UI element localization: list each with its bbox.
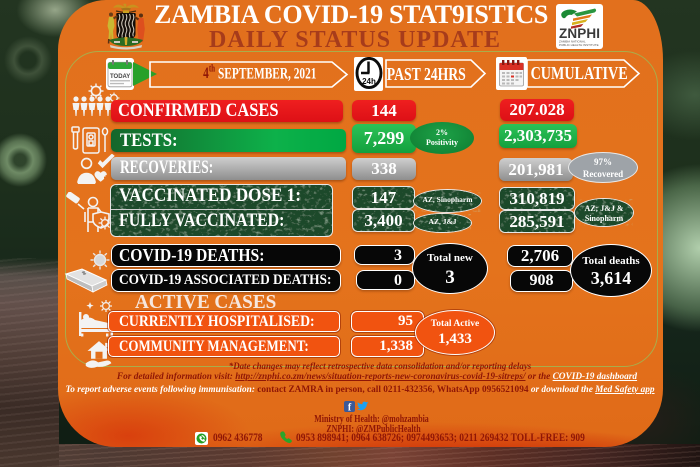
svg-text:f: f <box>348 403 352 413</box>
svg-text:24h: 24h <box>362 77 376 86</box>
svg-text:PUBLIC HEALTH INSTITUTE: PUBLIC HEALTH INSTITUTE <box>559 43 599 47</box>
svg-text:ZAMBIA NATIONAL: ZAMBIA NATIONAL <box>559 40 586 44</box>
svg-text:TODAY: TODAY <box>110 73 131 80</box>
svg-text:ZNPHI: ZNPHI <box>559 26 600 41</box>
